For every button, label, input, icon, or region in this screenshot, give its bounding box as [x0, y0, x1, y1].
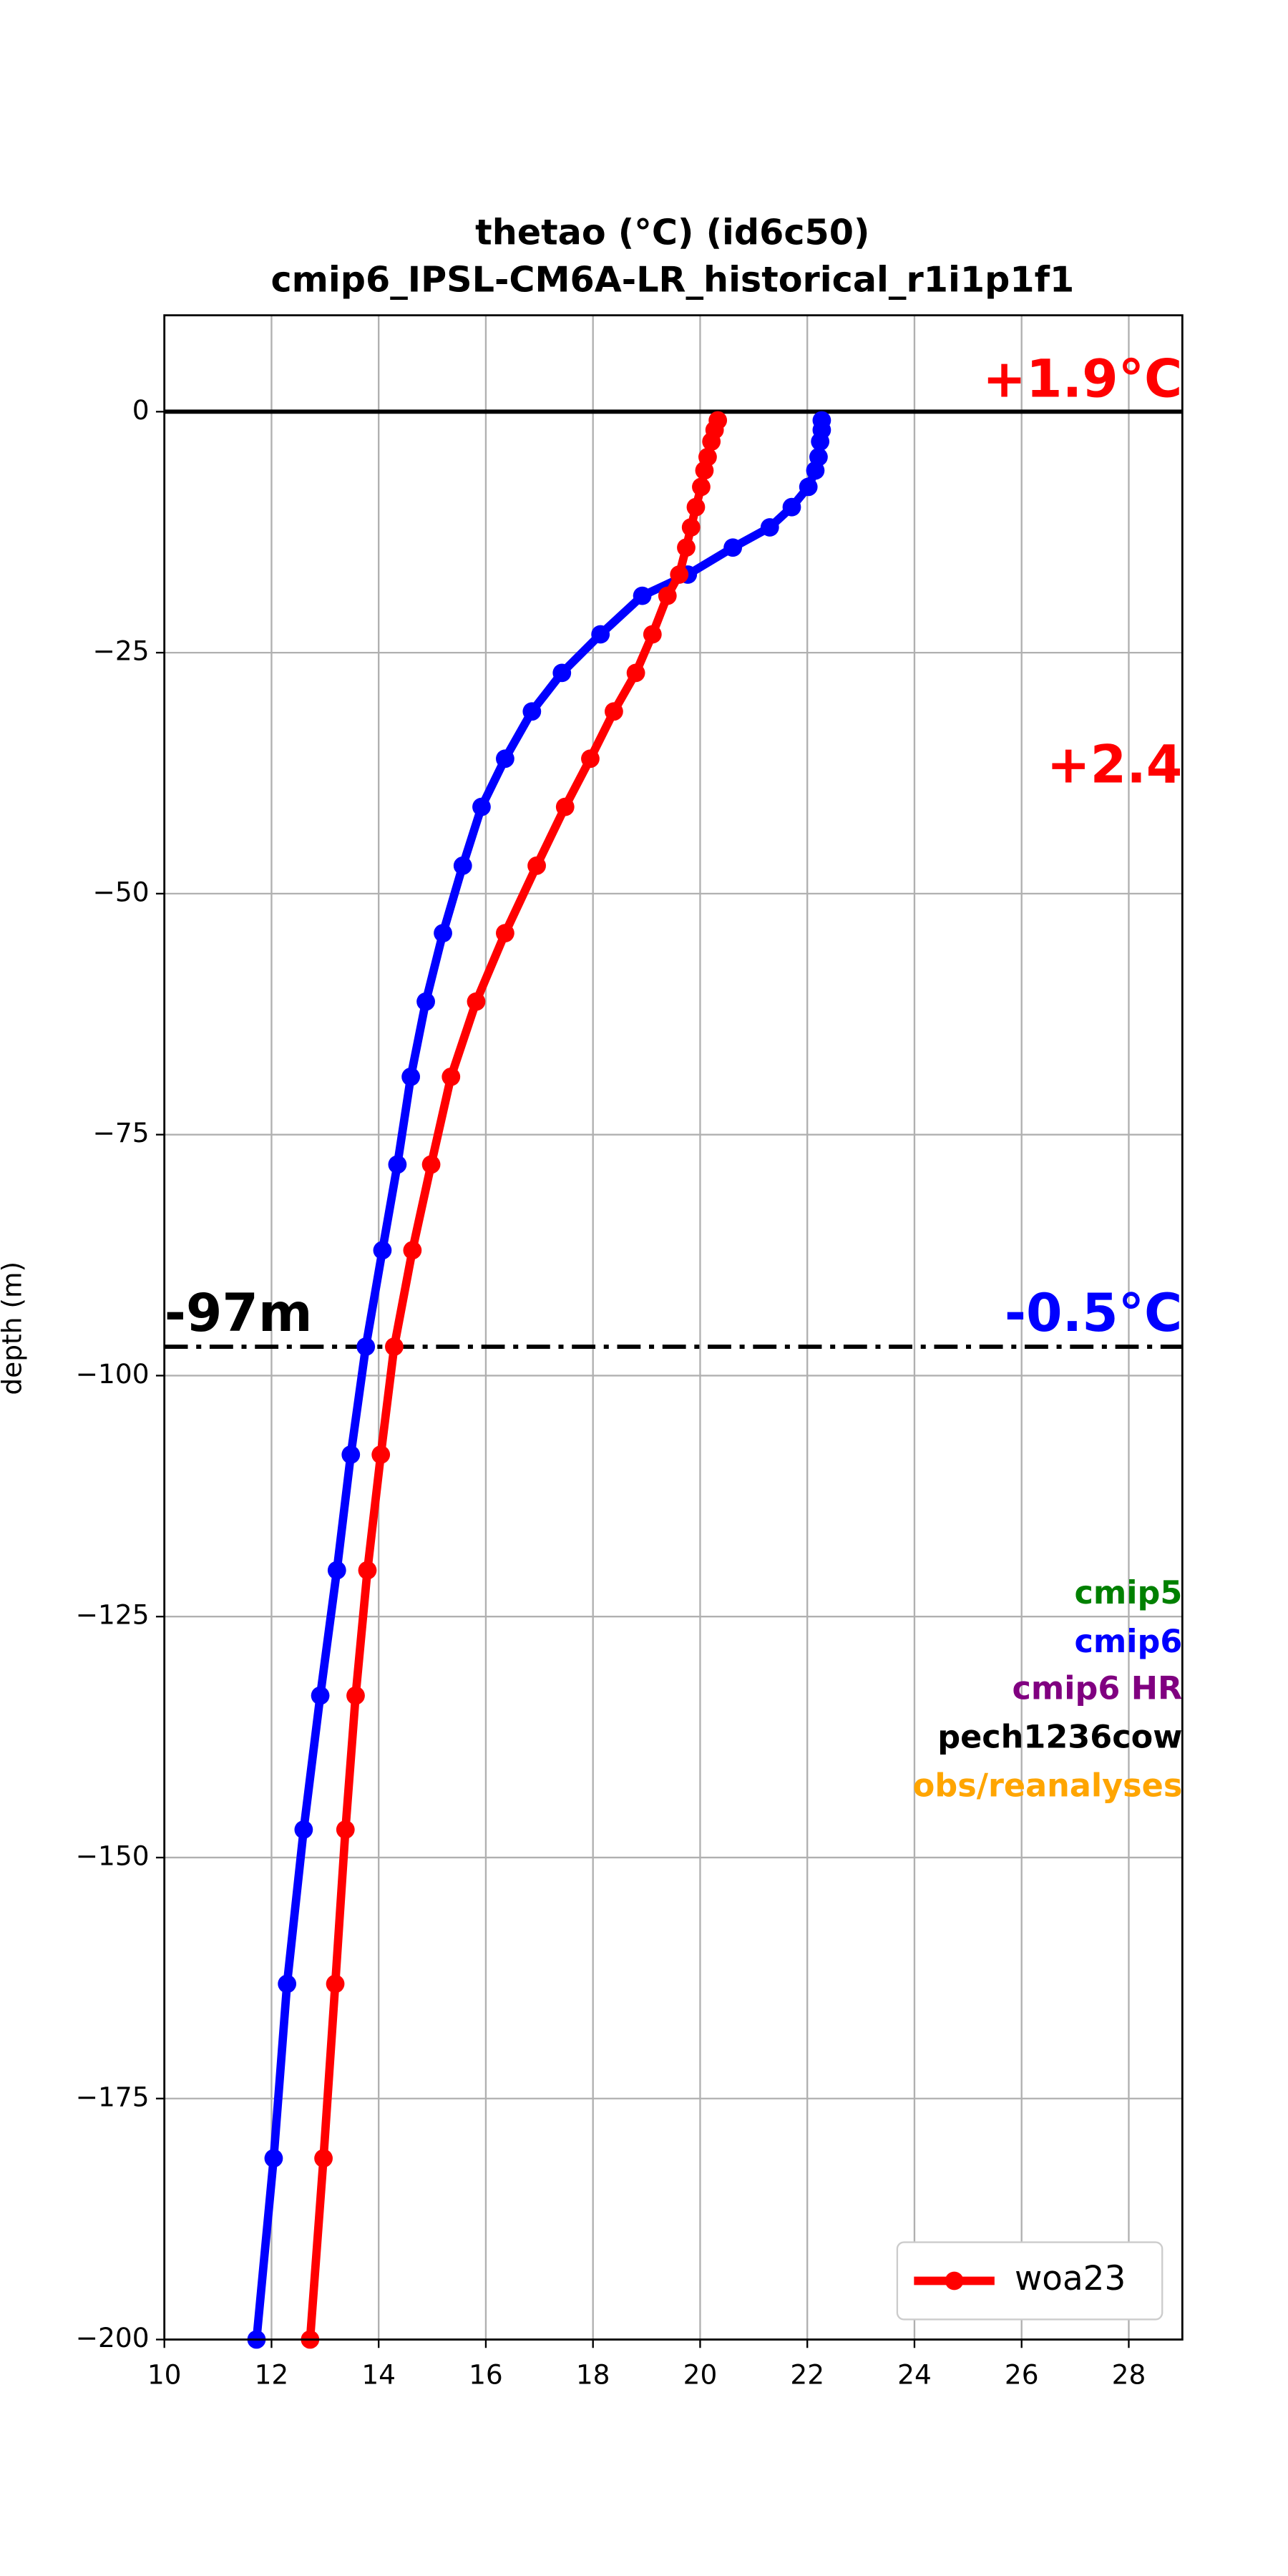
- data-point: [385, 1337, 404, 1356]
- data-point: [552, 663, 572, 683]
- data-point: [401, 1067, 421, 1086]
- annotation: obs/reanalyses: [913, 1767, 1183, 1804]
- data-point: [453, 856, 472, 875]
- x-tick-label: 12: [255, 2359, 289, 2391]
- y-tick-label: −75: [92, 1117, 149, 1148]
- data-point: [581, 749, 600, 769]
- data-point: [294, 1820, 313, 1839]
- series-line: [306, 419, 722, 2340]
- data-point: [702, 432, 721, 451]
- data-point: [358, 1561, 377, 1580]
- y-tick-label: −25: [92, 635, 149, 667]
- x-tick-label: 22: [790, 2359, 824, 2391]
- legend-marker: [945, 2271, 964, 2290]
- data-point: [311, 1686, 330, 1705]
- y-tick-label: −50: [92, 876, 149, 907]
- data-point: [416, 992, 435, 1011]
- legend-label: woa23: [1015, 2259, 1126, 2298]
- data-point: [472, 797, 491, 816]
- y-tick-label: −125: [76, 1599, 150, 1631]
- y-tick-label: 0: [132, 394, 150, 426]
- data-point: [799, 477, 818, 497]
- data-point: [695, 461, 714, 480]
- data-point: [677, 538, 696, 557]
- x-tick-label: 16: [469, 2359, 503, 2391]
- data-point: [782, 497, 801, 517]
- annotation: pech1236cow: [937, 1718, 1182, 1755]
- data-point: [633, 586, 652, 605]
- x-tick-label: 26: [1005, 2359, 1039, 2391]
- data-point: [371, 1445, 391, 1464]
- data-point: [605, 702, 623, 721]
- data-point: [403, 1241, 422, 1260]
- data-point: [811, 432, 830, 451]
- plot-frame: [163, 314, 1184, 2341]
- chart-subtitle: cmip6_IPSL-CM6A-LR_historical_r1i1p1f1: [270, 258, 1074, 300]
- y-axis-label: depth (m): [0, 1262, 27, 1395]
- data-point: [373, 1241, 392, 1260]
- data-point: [388, 1155, 407, 1174]
- data-point: [278, 1974, 297, 1994]
- x-tick-label: 18: [576, 2359, 610, 2391]
- legend-box: [896, 2241, 1163, 2321]
- annotation: -0.5°C: [1005, 1284, 1182, 1344]
- data-point: [336, 1820, 355, 1839]
- annotation: -97m: [165, 1284, 313, 1344]
- y-tick-label: −150: [76, 1840, 150, 1871]
- data-point: [441, 1067, 461, 1086]
- x-tick-label: 20: [683, 2359, 718, 2391]
- annotation: cmip6: [1074, 1623, 1182, 1660]
- data-point: [527, 856, 546, 875]
- annotation: cmip6 HR: [1012, 1670, 1182, 1707]
- x-tick-label: 14: [361, 2359, 396, 2391]
- data-point: [467, 992, 486, 1011]
- data-point: [670, 565, 689, 584]
- data-point: [643, 625, 662, 644]
- data-point: [434, 924, 452, 943]
- data-point: [314, 2149, 333, 2168]
- annotation: cmip5: [1074, 1574, 1182, 1611]
- data-point: [723, 538, 743, 557]
- data-point: [686, 497, 706, 517]
- data-point: [626, 663, 645, 683]
- chart-title: thetao (°C) (id6c50): [475, 212, 869, 253]
- data-point: [692, 477, 711, 497]
- x-tick-label: 10: [147, 2359, 182, 2391]
- data-point: [658, 586, 677, 605]
- data-point: [522, 702, 542, 721]
- data-point: [346, 1686, 365, 1705]
- y-tick-label: −100: [76, 1358, 150, 1390]
- data-point: [356, 1337, 376, 1356]
- data-point: [591, 625, 610, 644]
- data-point: [681, 518, 701, 537]
- data-point: [264, 2149, 283, 2168]
- data-point: [327, 1561, 346, 1580]
- data-point: [555, 797, 575, 816]
- data-point: [326, 1974, 345, 1994]
- x-tick-label: 28: [1112, 2359, 1146, 2391]
- annotation: +2.4: [1047, 735, 1183, 795]
- data-point: [341, 1445, 361, 1464]
- data-point: [760, 518, 779, 537]
- y-tick-label: −200: [76, 2322, 150, 2353]
- data-point: [496, 749, 514, 769]
- x-tick-label: 24: [897, 2359, 932, 2391]
- y-tick-label: −175: [76, 2081, 150, 2112]
- data-point: [421, 1155, 441, 1174]
- data-point: [806, 461, 825, 480]
- data-point: [496, 924, 514, 943]
- annotation: +1.9°C: [982, 349, 1182, 409]
